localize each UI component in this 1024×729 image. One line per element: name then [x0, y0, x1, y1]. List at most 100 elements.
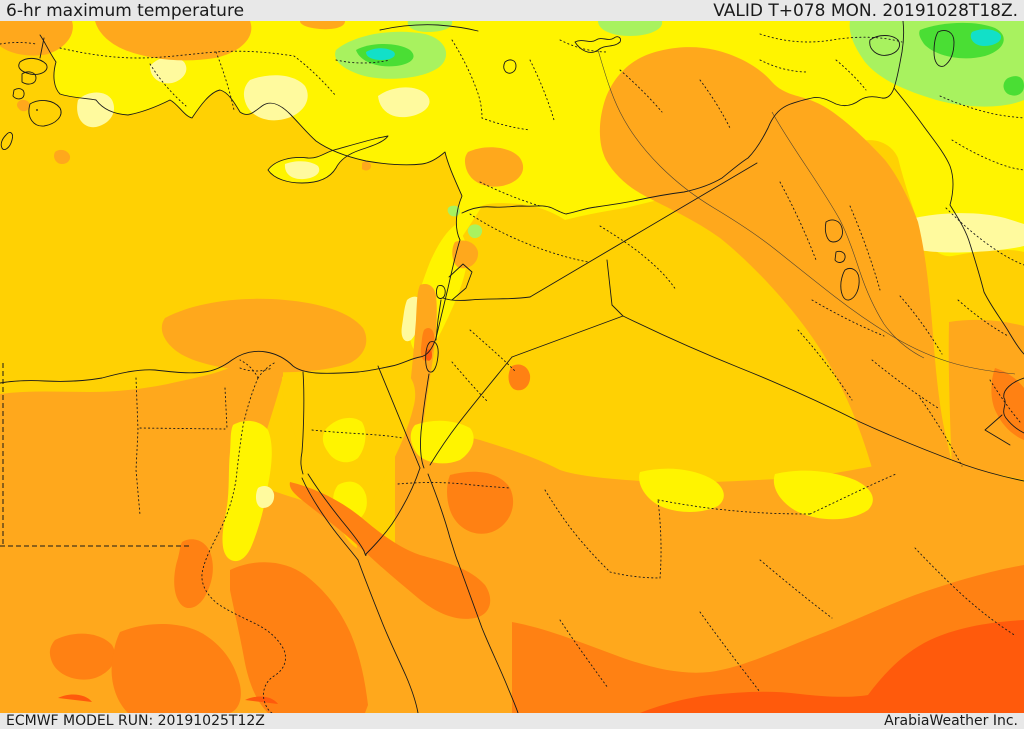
admin-borders-turkey-4	[335, 59, 391, 64]
fill-pale-cyprus	[284, 161, 320, 180]
page-title: 6-hr maximum temperature	[6, 0, 245, 21]
lake-tuz	[503, 59, 517, 74]
fill-deep-sw-egypt	[49, 633, 116, 680]
admin-borders-jordan	[451, 329, 517, 403]
fill-pale-anatolia-3	[77, 92, 115, 128]
admin-borders-turkey-3	[215, 51, 235, 111]
fill-red-egypt-dot-1	[58, 694, 92, 702]
fill-pale-zagros	[896, 213, 1024, 253]
island-karpathos	[0, 132, 13, 151]
fill-deep-east-nile	[230, 562, 368, 713]
sinai-tip	[363, 550, 367, 556]
fill-cyan-northeast	[970, 29, 1002, 46]
fill-yellow-nsaudi-1	[639, 468, 724, 512]
fill-pale-anatolia-2	[150, 57, 187, 84]
syria-jordan-border-west	[442, 296, 531, 301]
header-bar: 6-hr maximum temperature VALID T+078 MON…	[0, 0, 1024, 21]
caucasus-borders	[759, 33, 903, 43]
fill-orange-cyprus-east-dot	[362, 161, 371, 171]
admin-borders-turkey-5	[451, 39, 531, 131]
fill-orange-topleft-2	[95, 21, 252, 61]
lake-van	[869, 35, 900, 56]
admin-borders-turkey-6	[529, 59, 555, 121]
fill-green-topstrip-1	[407, 21, 453, 32]
fill-orange-jordan-valley	[404, 284, 437, 455]
fill-deep-saudi-spot	[508, 364, 531, 391]
footer-bar: ECMWF MODEL RUN: 20191025T12Z ArabiaWeat…	[0, 713, 1024, 729]
euphrates-river	[597, 49, 1016, 375]
lake-razzaza	[840, 267, 860, 301]
jordan-river	[435, 299, 442, 341]
fill-deep-west-nile-strip	[174, 539, 213, 609]
sea-of-galilee	[435, 285, 446, 299]
jordan-saudi-border-south	[429, 356, 513, 466]
thrace-border	[0, 42, 37, 45]
fill-orange-top-strip	[300, 21, 345, 30]
marmara-sea-outline	[18, 57, 48, 75]
island-lesbos	[21, 71, 37, 85]
syria-iraq-jordan-diagonal-border	[529, 162, 758, 298]
fill-orange-aegean-dot-2	[16, 99, 30, 112]
turkey-iran-border	[893, 21, 905, 89]
fill-deep-south-egypt	[111, 624, 241, 713]
fill-red-egypt-dot-2	[245, 696, 278, 704]
lake-urmia	[933, 30, 955, 67]
admin-borders-saudi	[397, 473, 1017, 693]
fill-orange-aegean-dot-1	[54, 149, 71, 165]
fill-orange-jazira-mass	[599, 47, 952, 473]
fill-deep-red-sea-north	[289, 482, 491, 619]
admin-borders-iraq	[779, 181, 963, 467]
red-sea-african-coast	[357, 559, 419, 713]
cyprus-coastline	[267, 135, 389, 184]
lebanon-border	[448, 263, 473, 301]
iraq-saudi-border	[622, 315, 1024, 482]
persian-gulf-coastline	[1003, 377, 1024, 434]
fill-orange-nw-syria	[464, 147, 524, 187]
fill-green-topstrip-2	[598, 21, 663, 36]
gulf-of-suez-east-shore	[307, 473, 365, 552]
fill-pale-anatolia-4	[378, 87, 430, 118]
egypt-israel-border	[377, 365, 421, 469]
black-sea-coastline	[379, 24, 479, 32]
bosporus-strait	[39, 37, 45, 59]
fill-yellow-nile	[222, 420, 272, 562]
branding-label: ArabiaWeather Inc.	[884, 713, 1018, 729]
admin-borders-turkey-2	[149, 63, 187, 107]
fill-orange-sea-patch	[161, 298, 367, 373]
fill-deep-nw-saudi	[447, 471, 514, 534]
dead-sea	[425, 341, 439, 373]
turkey-syria-iraq-border	[461, 87, 895, 215]
nile-delta-branch-3	[239, 367, 273, 372]
admin-borders-turkey-7	[559, 39, 609, 53]
kuwait-border	[984, 414, 1011, 446]
jordan-iraq-border	[606, 259, 613, 306]
valid-time-label: VALID T+078 MON. 20191028T18Z.	[713, 0, 1018, 21]
gulf-of-aqaba-east-shore	[427, 473, 459, 563]
gulf-of-suez-west-shore	[301, 477, 359, 561]
model-run-label: ECMWF MODEL RUN: 20191025T12Z	[6, 713, 265, 729]
fill-red-bottom-right	[640, 620, 1024, 713]
arava-border	[420, 373, 430, 469]
fill-yellow-nsaudi-2	[773, 470, 873, 520]
gulf-of-aqaba-west-shore	[365, 467, 421, 555]
island-city-dot	[36, 109, 38, 111]
fill-green-iran-dot	[1003, 76, 1024, 96]
fill-green-syria-dot-2	[467, 224, 483, 239]
fill-deep-gulf-corner	[991, 368, 1024, 440]
lake-tharthar	[824, 219, 843, 243]
fill-orange-topleft-1	[0, 21, 73, 56]
nile-delta-branch-1	[257, 361, 277, 379]
nile-river-dotted	[201, 377, 286, 713]
island-chios	[12, 88, 25, 100]
fill-orange-southeast-iraq	[948, 319, 1024, 480]
fill-pale-anatolia-1	[243, 75, 308, 121]
iraq-iran-border	[893, 87, 1024, 355]
fill-red-jordan-valley-dot	[425, 349, 432, 361]
mediterranean-coastline	[0, 34, 463, 384]
fill-orange-bekaa	[452, 240, 479, 269]
admin-borders-turkey-8	[619, 59, 867, 129]
red-sea-arabian-coast	[457, 561, 519, 713]
fill-yellow-south-jordan	[410, 420, 474, 464]
lake-habbaniyah	[834, 250, 846, 263]
fill-yellow-sinai-1	[322, 417, 366, 463]
